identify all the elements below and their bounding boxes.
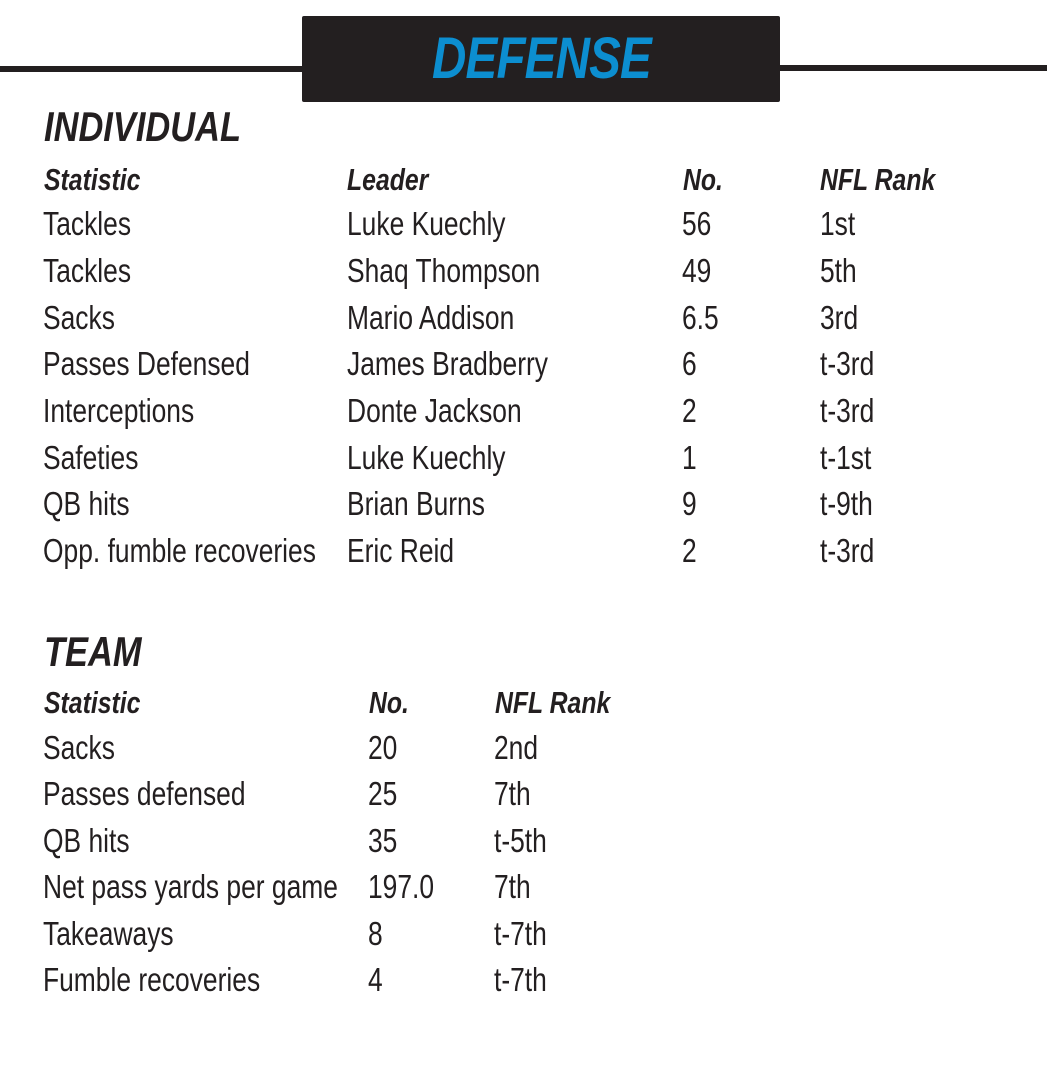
number-cell: 8 — [368, 915, 383, 952]
team-header-row: Statistic No. NFL Rank — [0, 683, 1047, 723]
team-header-rank: NFL Rank — [495, 685, 611, 720]
rank-cell: t-1st — [820, 439, 872, 476]
table-row: Fumble recoveries 4 t-7th — [0, 960, 1047, 1000]
leader-cell: Mario Addison — [347, 299, 515, 336]
stat-cell: Sacks — [43, 299, 115, 336]
table-row: Interceptions Donte Jackson 2 t-3rd — [0, 391, 1047, 431]
team-header-statistic: Statistic — [44, 685, 141, 720]
individual-heading: INDIVIDUAL — [44, 103, 242, 150]
table-row: QB hits 35 t-5th — [0, 821, 1047, 861]
banner-title: DEFENSE — [431, 26, 652, 91]
stat-cell: QB hits — [43, 485, 130, 522]
number-cell: 1 — [682, 439, 697, 476]
banner-rule-right — [722, 65, 1047, 71]
rank-cell: t-9th — [820, 485, 873, 522]
table-row: Passes Defensed James Bradberry 6 t-3rd — [0, 344, 1047, 384]
rank-cell: 5th — [820, 252, 857, 289]
individual-header-statistic: Statistic — [44, 162, 141, 197]
rank-cell: 3rd — [820, 299, 859, 336]
number-cell: 6 — [682, 345, 697, 382]
stat-cell: Passes defensed — [43, 775, 246, 812]
leader-cell: Luke Kuechly — [347, 439, 506, 476]
number-cell: 197.0 — [368, 868, 435, 905]
stat-cell: Tackles — [43, 252, 132, 289]
leader-cell: Luke Kuechly — [347, 205, 506, 242]
table-row: Tackles Luke Kuechly 56 1st — [0, 204, 1047, 244]
table-row: Passes defensed 25 7th — [0, 774, 1047, 814]
stat-cell: Opp. fumble recoveries — [43, 532, 316, 569]
section-banner: DEFENSE — [302, 16, 780, 102]
rank-cell: 7th — [494, 775, 531, 812]
stat-cell: QB hits — [43, 822, 130, 859]
individual-header-rank: NFL Rank — [820, 162, 936, 197]
number-cell: 2 — [682, 392, 697, 429]
leader-cell: Donte Jackson — [347, 392, 522, 429]
number-cell: 6.5 — [682, 299, 719, 336]
leader-cell: Shaq Thompson — [347, 252, 541, 289]
team-header-number: No. — [369, 685, 409, 720]
individual-header-number: No. — [683, 162, 723, 197]
number-cell: 2 — [682, 532, 697, 569]
rank-cell: t-3rd — [820, 532, 875, 569]
rank-cell: t-5th — [494, 822, 547, 859]
number-cell: 20 — [368, 729, 398, 766]
table-row: Sacks Mario Addison 6.5 3rd — [0, 298, 1047, 338]
table-row: Safeties Luke Kuechly 1 t-1st — [0, 438, 1047, 478]
rank-cell: 2nd — [494, 729, 539, 766]
leader-cell: Eric Reid — [347, 532, 455, 569]
individual-header-leader: Leader — [347, 162, 429, 197]
rank-cell: t-7th — [494, 961, 547, 998]
number-cell: 49 — [682, 252, 712, 289]
table-row: Takeaways 8 t-7th — [0, 914, 1047, 954]
stat-cell: Net pass yards per game — [43, 868, 338, 905]
individual-header-row: Statistic Leader No. NFL Rank — [0, 160, 1047, 200]
table-row: Tackles Shaq Thompson 49 5th — [0, 251, 1047, 291]
rank-cell: t-7th — [494, 915, 547, 952]
number-cell: 9 — [682, 485, 697, 522]
table-row: Opp. fumble recoveries Eric Reid 2 t-3rd — [0, 531, 1047, 571]
table-row: Net pass yards per game 197.0 7th — [0, 867, 1047, 907]
stat-cell: Sacks — [43, 729, 115, 766]
rank-cell: 7th — [494, 868, 531, 905]
number-cell: 25 — [368, 775, 398, 812]
team-heading: TEAM — [44, 628, 142, 675]
stat-cell: Fumble recoveries — [43, 961, 261, 998]
number-cell: 56 — [682, 205, 712, 242]
stat-cell: Interceptions — [43, 392, 195, 429]
rank-cell: t-3rd — [820, 345, 875, 382]
stat-cell: Safeties — [43, 439, 139, 476]
stat-cell: Tackles — [43, 205, 132, 242]
leader-cell: James Bradberry — [347, 345, 549, 382]
table-row: Sacks 20 2nd — [0, 728, 1047, 768]
rank-cell: 1st — [820, 205, 856, 242]
stat-cell: Passes Defensed — [43, 345, 250, 382]
number-cell: 4 — [368, 961, 383, 998]
table-row: QB hits Brian Burns 9 t-9th — [0, 484, 1047, 524]
number-cell: 35 — [368, 822, 398, 859]
banner-rule-left — [0, 66, 378, 72]
stat-cell: Takeaways — [43, 915, 174, 952]
rank-cell: t-3rd — [820, 392, 875, 429]
leader-cell: Brian Burns — [347, 485, 485, 522]
